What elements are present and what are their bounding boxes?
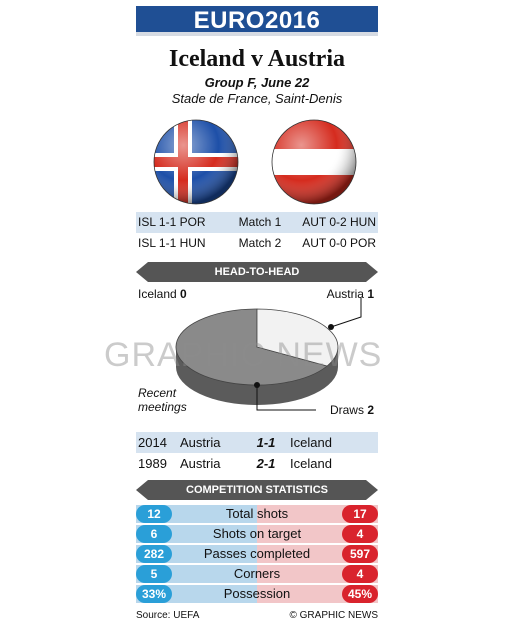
iceland-stat: 33%: [136, 585, 172, 603]
stat-row-possession: Possession 33% 45%: [136, 584, 378, 604]
stat-label: Shots on target: [212, 526, 302, 541]
draws-callout-dot: [254, 382, 260, 388]
match-2-row: ISL 1-1 HUN Match 2 AUT 0-0 POR: [136, 233, 378, 254]
result-score: 2-1: [256, 456, 276, 471]
head-to-head-pie: [175, 297, 362, 411]
result-row: 2014 Austria 1-1 Iceland: [136, 432, 378, 453]
team-balls: [136, 112, 378, 212]
austria-wins-label: Austria 1: [326, 287, 374, 301]
draws-callout-line: [256, 385, 316, 411]
match-1-label: Match 1: [238, 215, 282, 229]
austria-stat: 4: [342, 565, 378, 583]
austria-match-2: AUT 0-0 POR: [302, 236, 376, 250]
iceland-stat: 5: [136, 565, 172, 583]
stat-row-corners: Corners 5 4: [136, 564, 378, 584]
iceland-flag-ball-icon: [153, 119, 239, 205]
result-team1: Austria: [180, 435, 221, 450]
result-score: 1-1: [256, 435, 276, 450]
iceland-stat: 12: [136, 505, 172, 523]
euro2016-banner: EURO2016: [136, 6, 378, 36]
austria-stat: 597: [342, 545, 378, 563]
austria-flag-ball-icon: [271, 119, 357, 205]
result-row: 1989 Austria 2-1 Iceland: [136, 453, 378, 474]
result-team1: Austria: [180, 456, 221, 471]
stat-label: Passes completed: [203, 546, 311, 561]
pie-slice-austria: [256, 308, 339, 367]
result-year: 2014: [138, 435, 167, 450]
stat-label: Total shots: [225, 506, 289, 521]
iceland-match-1: ISL 1-1 POR: [138, 215, 206, 229]
group-date: Group F, June 22: [204, 75, 310, 90]
match-title: Iceland v Austria: [168, 46, 345, 72]
iceland-match-2: ISL 1-1 HUN: [138, 236, 206, 250]
source-text: Source: UEFA: [136, 610, 200, 621]
austria-match-1: AUT 0-2 HUN: [302, 215, 376, 229]
draws-label: Draws 2: [329, 403, 374, 417]
iceland-wins-label: Iceland 0: [138, 287, 187, 301]
venue: Stade de France, Saint-Denis: [171, 91, 343, 106]
result-team2: Iceland: [290, 456, 332, 471]
competition-statistics-header: COMPETITION STATISTICS: [136, 480, 378, 500]
stat-row-total-shots: Total shots 12 17: [136, 504, 378, 524]
match-2-label: Match 2: [238, 236, 282, 250]
result-team2: Iceland: [290, 435, 332, 450]
credit-text: © GRAPHIC NEWS: [289, 610, 379, 621]
austria-callout-dot: [328, 324, 334, 330]
stat-label: Possession: [223, 586, 291, 601]
match-1-row: ISL 1-1 POR Match 1 AUT 0-2 HUN: [136, 212, 378, 233]
recent-meetings-label: Recent meetings: [138, 386, 187, 414]
austria-stat: 45%: [342, 585, 378, 603]
austria-callout-line: [330, 297, 362, 328]
stat-label: Corners: [233, 566, 281, 581]
austria-stat: 17: [342, 505, 378, 523]
iceland-stat: 282: [136, 545, 172, 563]
infographic: EURO2016 Iceland v Austria Group F, June…: [136, 6, 378, 621]
austria-stat: 4: [342, 525, 378, 543]
result-year: 1989: [138, 456, 167, 471]
stat-row-shots-on-target: Shots on target 6 4: [136, 524, 378, 544]
head-to-head-header: HEAD-TO-HEAD: [136, 262, 378, 282]
footer: Source: UEFA © GRAPHIC NEWS: [136, 610, 378, 621]
iceland-stat: 6: [136, 525, 172, 543]
pie-slice-draws: [175, 308, 328, 386]
head-to-head-chart: Iceland 0 Austria 1 Recent meetings Draw…: [136, 282, 378, 432]
stat-row-passes-completed: Passes completed 282 597: [136, 544, 378, 564]
